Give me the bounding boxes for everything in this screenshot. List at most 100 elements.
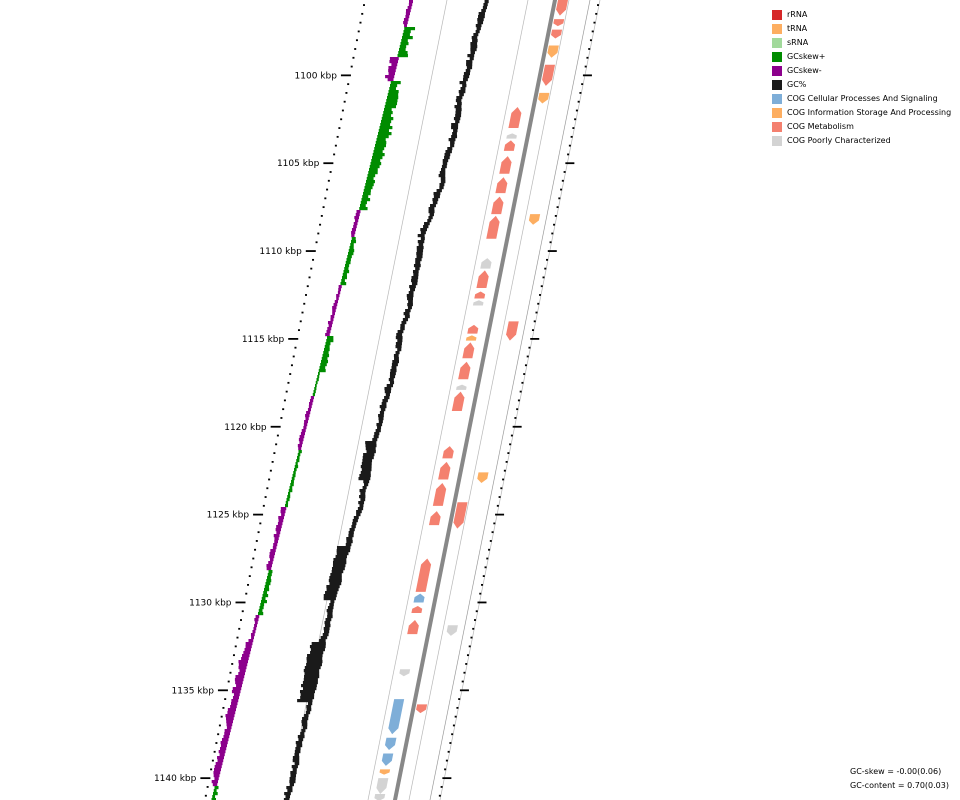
gc-skew-positive-bar: [291, 480, 294, 484]
legend-swatch: [772, 38, 782, 48]
gc-content-bar: [292, 768, 297, 772]
gc-skew-positive-bar: [402, 36, 413, 40]
gc-content-bar: [289, 783, 295, 787]
gc-skew-negative-bar: [227, 708, 236, 712]
gc-content-bar: [410, 288, 415, 292]
gc-content-bar: [366, 450, 376, 454]
gc-content-bar: [332, 564, 346, 568]
gc-content-bar: [358, 501, 365, 505]
gc-content-bar: [298, 738, 304, 742]
gc-skew-positive-bar: [287, 495, 291, 499]
cog-feature-arrow: [506, 133, 517, 139]
gc-skew-positive-bar: [385, 102, 398, 106]
gc-content-bar: [388, 378, 394, 382]
gc-skew-negative-bar: [266, 567, 272, 571]
gc-skew-positive-bar: [345, 264, 350, 268]
gc-skew-positive-bar: [360, 204, 366, 208]
gc-content-bar: [291, 765, 298, 769]
gc-skew-positive-bar: [262, 594, 269, 598]
gc-skew-negative-bar: [226, 726, 232, 730]
gc-content-bar: [412, 270, 419, 274]
gc-skew-negative-bar: [407, 6, 412, 10]
ruler-tick-label: 1105 kbp: [277, 159, 320, 169]
gc-content-bar: [440, 180, 446, 184]
gc-skew-negative-bar: [232, 687, 242, 691]
gc-skew-negative-bar: [304, 420, 308, 424]
gc-skew-positive-bar: [376, 138, 386, 142]
gc-skew-negative-bar: [351, 231, 356, 235]
gc-skew-negative-bar: [338, 285, 342, 289]
gc-skew-positive-bar: [213, 792, 218, 796]
cog-feature-arrow: [508, 106, 522, 129]
gc-skew-positive-bar: [261, 600, 267, 604]
gc-skew-positive-bar: [387, 96, 399, 100]
gc-skew-negative-bar: [254, 621, 258, 625]
gc-skew-positive-bar: [386, 99, 398, 103]
legend-item: rRNA: [772, 9, 960, 23]
gc-content-bar: [432, 201, 438, 205]
gc-content-bar: [352, 522, 357, 526]
gc-content-bar: [391, 363, 398, 367]
gc-skew-positive-bar: [267, 576, 271, 580]
gc-content-bar: [302, 681, 318, 685]
gc-skew-negative-bar: [403, 21, 408, 25]
ruler-tick-label: 1125 kbp: [207, 511, 250, 521]
cog-feature-track: [374, 0, 569, 800]
gc-content-bar: [467, 54, 475, 58]
gc-content-bar: [302, 717, 309, 721]
gc-content-bar: [326, 585, 340, 589]
cog-feature-arrow: [491, 196, 504, 215]
gc-skew-negative-bar: [305, 414, 310, 418]
cog-feature-arrow: [542, 64, 556, 86]
gc-content-bar: [384, 390, 391, 394]
gc-skew-negative-bar: [303, 423, 308, 427]
gc-content-bar: [325, 591, 338, 595]
gc-content-bar: [346, 540, 353, 544]
legend-swatch: [772, 108, 782, 118]
gc-skew-positive-bar: [263, 591, 268, 595]
gc-skew-positive-bar: [372, 153, 385, 157]
gc-skew-negative-bar: [336, 294, 340, 298]
gc-content-bar: [436, 189, 442, 193]
gc-content-bar: [306, 657, 323, 661]
legend-swatch: [772, 122, 782, 132]
gc-skew-negative-bar: [223, 735, 230, 739]
gc-content-bar: [405, 309, 411, 313]
gc-skew-positive-bar: [289, 486, 293, 490]
legend-swatch: [772, 52, 782, 62]
cog-feature-arrow: [407, 620, 419, 635]
gc-content-bar: [407, 303, 413, 307]
gc-skew-positive-bar: [350, 243, 354, 247]
gc-content-bar: [348, 534, 354, 538]
gc-skew-negative-bar: [351, 234, 355, 238]
gc-content-bar: [303, 678, 318, 682]
gc-content-bar: [330, 573, 342, 577]
gc-skew-negative-bar: [245, 642, 253, 646]
gc-content-bar: [445, 150, 452, 154]
gc-skew-negative-bar: [231, 702, 238, 706]
gc-skew-negative-bar: [300, 432, 305, 436]
gc-content-bar: [397, 348, 402, 352]
gc-content-bar: [392, 360, 399, 364]
cog-feature-arrow: [551, 29, 563, 39]
gc-skew-positive-bar: [404, 27, 416, 31]
gc-skew-negative-bar: [243, 651, 251, 655]
gc-content-bar: [459, 93, 464, 97]
ruler-tick-label: 1100 kbp: [295, 71, 338, 81]
ruler-tick-label: 1115 kbp: [242, 335, 285, 345]
gc-content-bar: [284, 792, 291, 796]
gc-content-bar: [333, 558, 347, 562]
gc-skew-negative-bar: [353, 222, 358, 226]
gc-content-bar: [390, 369, 397, 373]
gc-content-bar: [429, 213, 434, 217]
gc-skew-negative-bar: [277, 522, 283, 526]
gc-skew-positive-bar: [362, 195, 369, 199]
gc-skew-negative-bar: [355, 213, 360, 217]
gc-content-bar: [460, 87, 466, 91]
gc-content-bar: [294, 762, 300, 766]
gc-content-bar: [475, 24, 482, 28]
gc-content-bar: [302, 687, 317, 691]
gc-content-bar: [329, 576, 342, 580]
gc-skew-negative-bar: [230, 705, 237, 709]
gc-content-bar: [310, 651, 324, 655]
